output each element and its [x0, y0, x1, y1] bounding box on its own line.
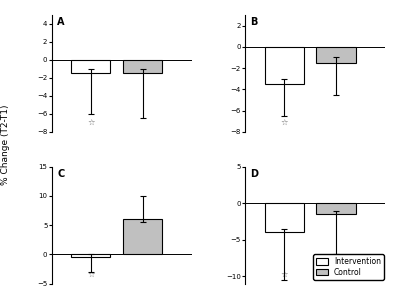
Text: ☆: ☆ — [87, 271, 94, 280]
Text: A: A — [57, 17, 65, 27]
Bar — [71, 60, 110, 73]
Bar — [123, 60, 162, 73]
Text: D: D — [250, 169, 258, 179]
Text: ☆: ☆ — [280, 119, 288, 128]
Bar — [264, 47, 304, 84]
Text: ☆: ☆ — [87, 119, 94, 128]
Bar — [264, 203, 304, 233]
Bar — [71, 254, 110, 257]
Legend: Intervention, Control: Intervention, Control — [313, 254, 384, 280]
Text: B: B — [250, 17, 258, 27]
Bar — [316, 47, 356, 63]
Bar — [316, 203, 356, 214]
Bar — [123, 219, 162, 254]
Text: C: C — [57, 169, 64, 179]
Text: % Change (T2-T1): % Change (T2-T1) — [2, 105, 10, 185]
Text: ☆: ☆ — [280, 271, 288, 280]
